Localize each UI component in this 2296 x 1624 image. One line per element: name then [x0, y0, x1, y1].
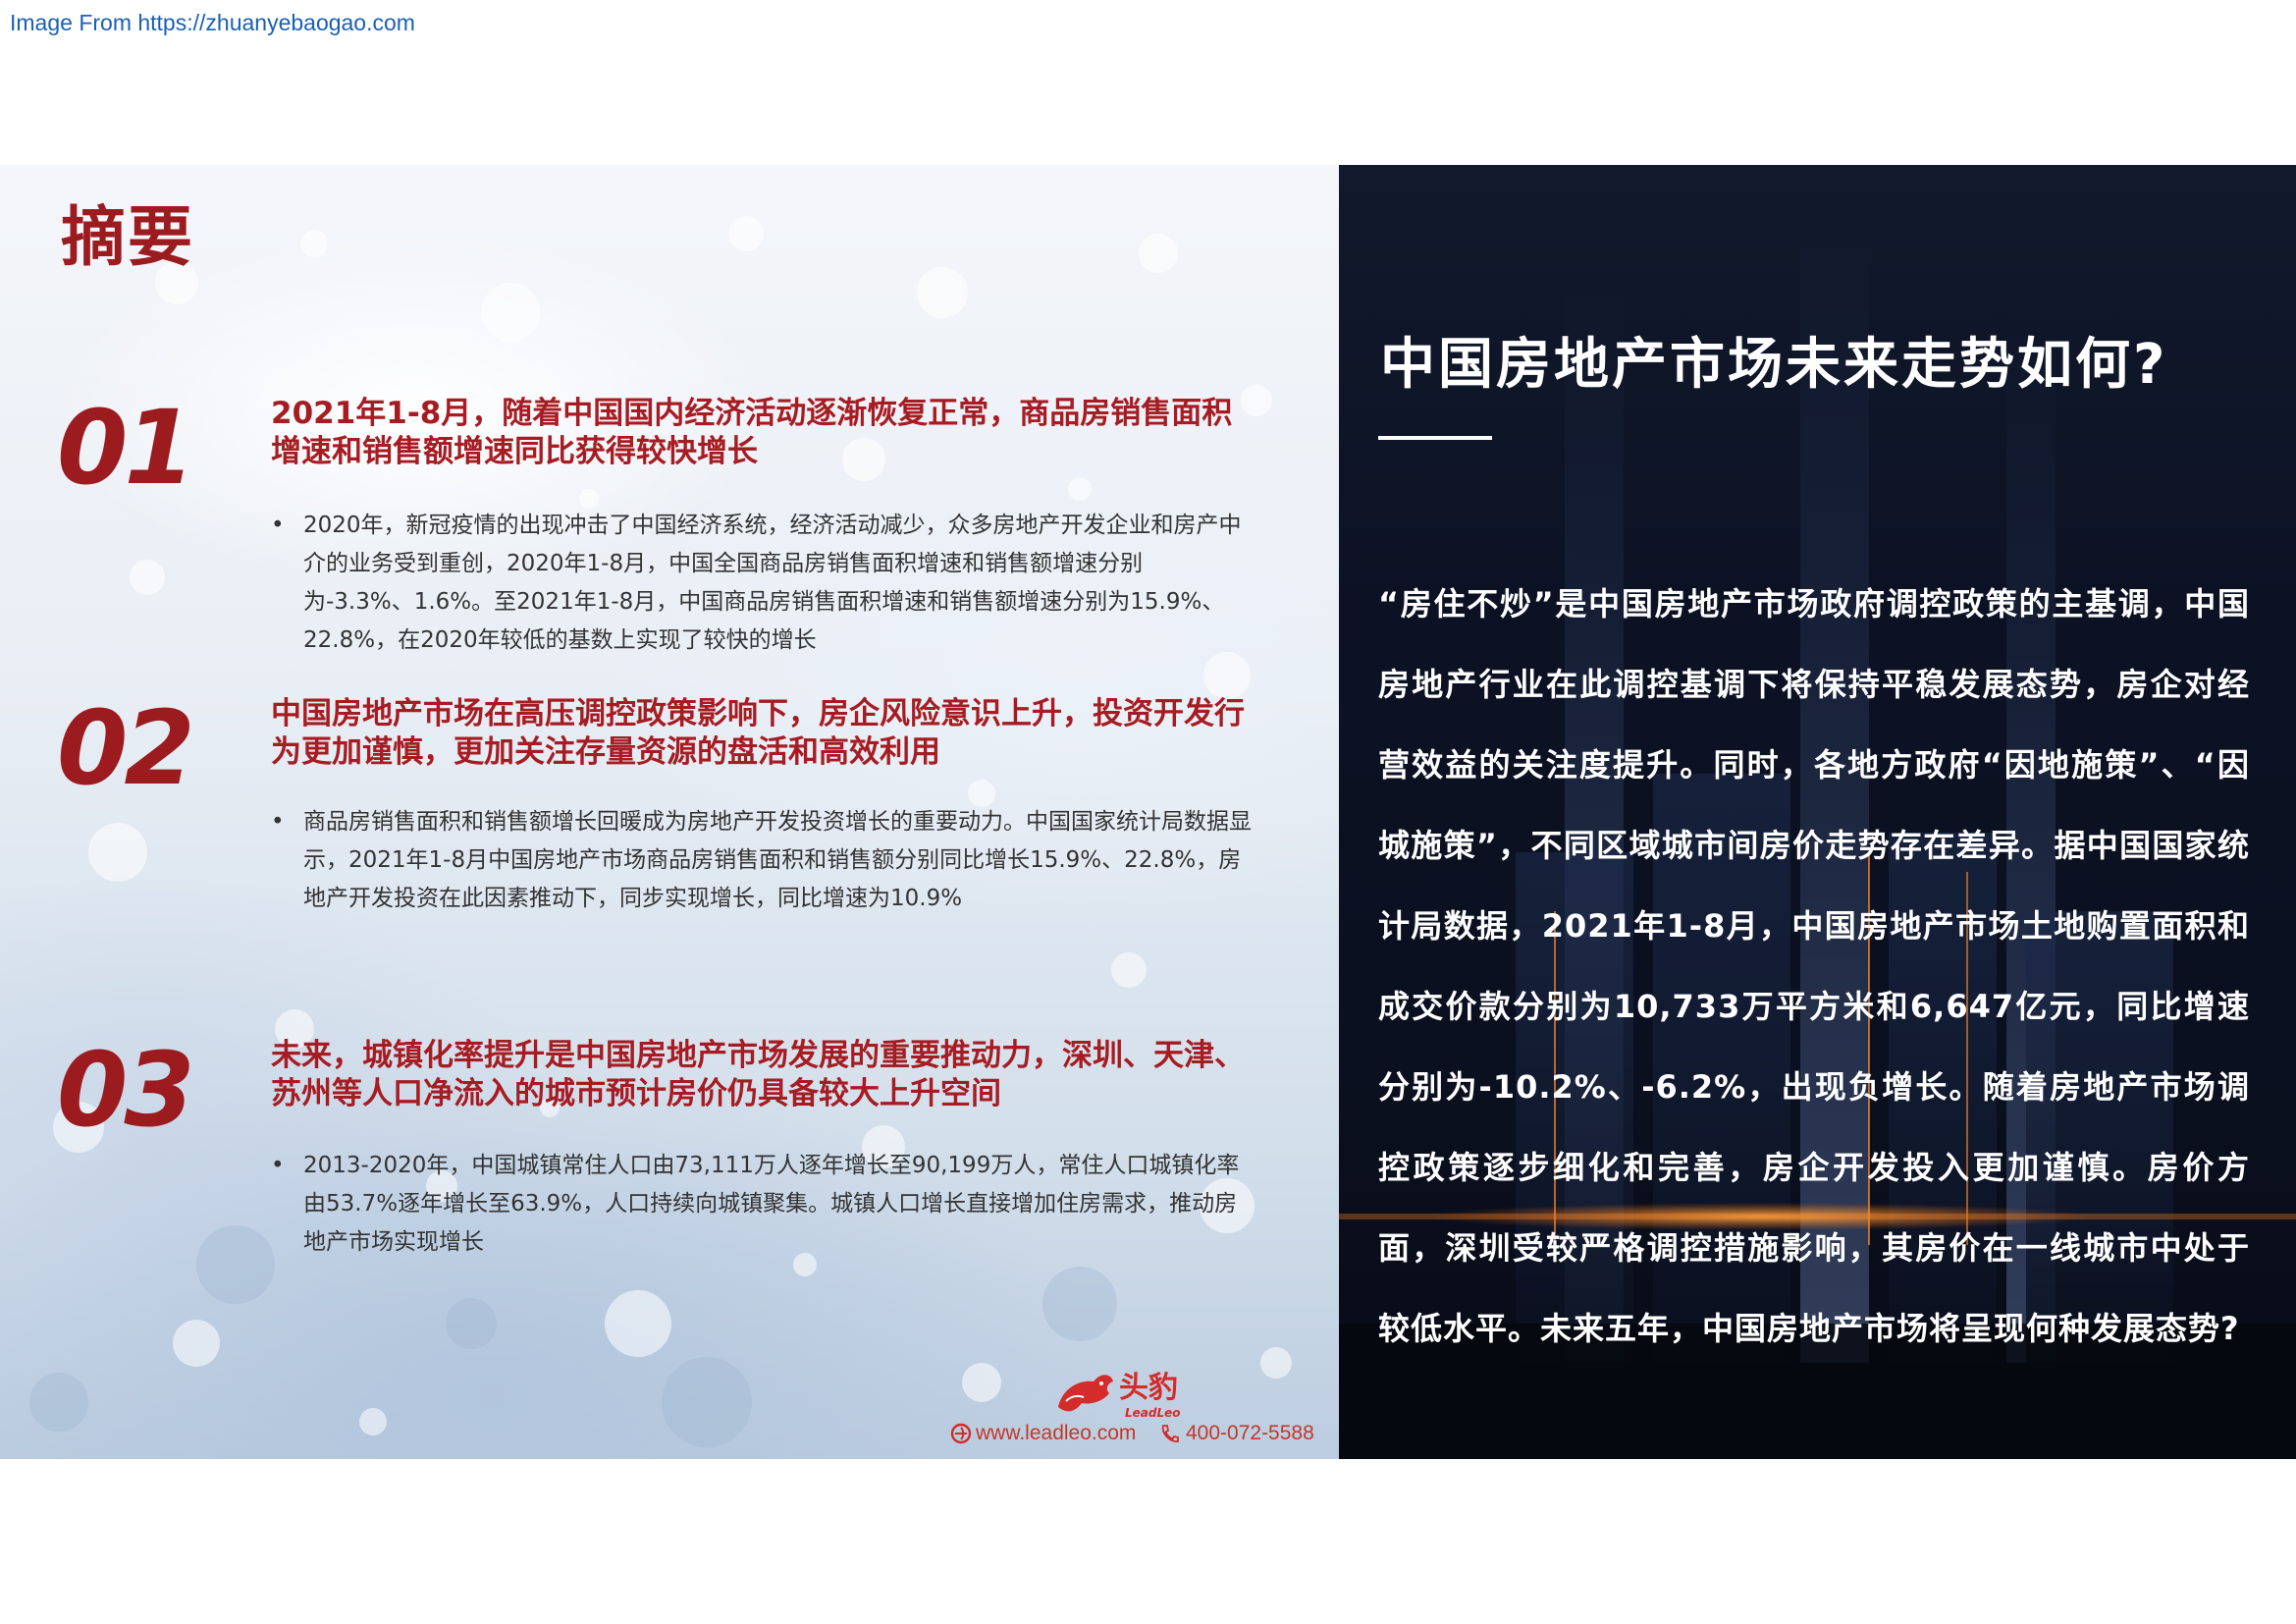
- bullet-item: 商品房销售面积和销售额增长回暖成为房地产开发投资增长的重要动力。中国国家统计局数…: [271, 803, 1253, 918]
- bullet-item: 2013-2020年，中国城镇常住人口由73,111万人逐年增长至90,199万…: [271, 1147, 1253, 1262]
- section-heading: 中国房地产市场在高压调控政策影响下，房企风险意识上升，投资开发行为更加谨慎，更加…: [271, 696, 1245, 770]
- source-link[interactable]: Image From https://zhuanyebaogao.com: [10, 10, 415, 35]
- outlook-body: “房住不炒”是中国房地产市场政府调控政策的主基调，中国房地产行业在此调控基调下将…: [1378, 585, 2250, 1347]
- brand-phone: 400-072-5588: [1158, 1422, 1314, 1445]
- outlook-title: 中国房地产市场未来走势如何?: [1380, 333, 2168, 397]
- section-heading: 未来，城镇化率提升是中国房地产市场发展的重要推动力，深圳、天津、苏州等人口净流入…: [271, 1038, 1245, 1111]
- section-bullets: 2013-2020年，中国城镇常住人口由73,111万人逐年增长至90,199万…: [271, 1147, 1253, 1262]
- section-number: 01: [57, 388, 195, 508]
- brand-website[interactable]: www.leadleo.com: [950, 1422, 1136, 1445]
- bullet-item: 2020年，新冠疫情的出现冲击了中国经济系统，经济活动减少，众多房地产开发企业和…: [271, 507, 1253, 660]
- section-bullets: 商品房销售面积和销售额增长回暖成为房地产开发投资增长的重要动力。中国国家统计局数…: [271, 803, 1253, 918]
- phone-icon: [1161, 1425, 1179, 1442]
- section-bullets: 2020年，新冠疫情的出现冲击了中国经济系统，经济活动减少，众多房地产开发企业和…: [271, 507, 1253, 660]
- section-heading: 2021年1-8月，随着中国国内经济活动逐渐恢复正常，商品房销售面积增速和销售额…: [271, 396, 1233, 469]
- brand-phone-text: 400-072-5588: [1186, 1422, 1314, 1444]
- leadleo-logo: 头豹 LeadLeo: [1058, 1371, 1181, 1420]
- title-underline: [1378, 436, 1492, 440]
- svg-text:头豹: 头豹: [1119, 1371, 1178, 1405]
- svg-text:LeadLeo: LeadLeo: [1125, 1406, 1181, 1420]
- section-number: 03: [57, 1030, 195, 1150]
- web-icon: [950, 1423, 972, 1444]
- brand-url-text[interactable]: www.leadleo.com: [976, 1422, 1137, 1444]
- section-number: 02: [57, 688, 195, 808]
- outlook-panel: 中国房地产市场未来走势如何? “房住不炒”是中国房地产市场政府调控政策的主基调，…: [1339, 165, 2296, 1459]
- summary-panel: 摘要 01 2021年1-8月，随着中国国内经济活动逐渐恢复正常，商品房销售面积…: [0, 165, 1339, 1459]
- city-night-background: [1339, 224, 2296, 1459]
- page-title: 摘要: [61, 199, 194, 275]
